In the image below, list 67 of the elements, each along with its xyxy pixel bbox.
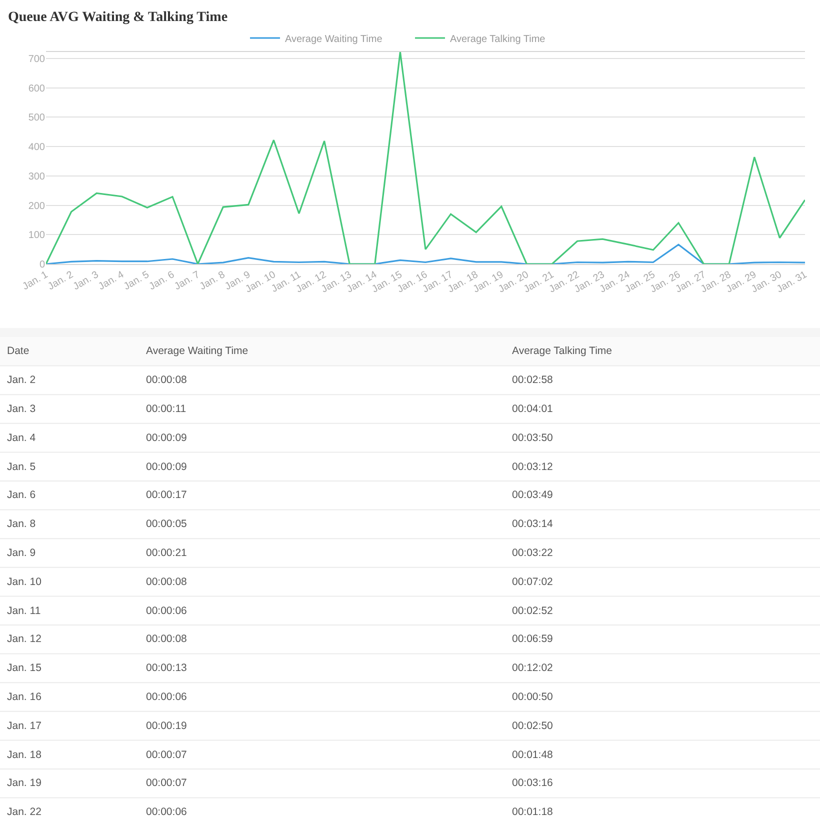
text: Jan. 9 <box>7 547 36 559</box>
text: Average Waiting Time <box>146 345 248 357</box>
text: 00:03:50 <box>512 432 554 444</box>
text: 00:02:50 <box>512 720 554 732</box>
text: Jan. 10 <box>7 576 42 588</box>
text: 00:00:11 <box>146 403 186 415</box>
line-series <box>46 52 805 264</box>
y-tick-label: 100 <box>28 230 46 242</box>
text: Average Talking Time <box>512 345 612 357</box>
text: 00:02:52 <box>512 605 554 617</box>
text: 00:03:14 <box>512 518 554 530</box>
text: 00:01:18 <box>512 806 554 818</box>
line-series <box>46 244 805 264</box>
text: 00:00:05 <box>146 518 188 530</box>
text: 00:00:50 <box>512 691 554 703</box>
legend-label: Average Waiting Time <box>285 34 383 45</box>
text: 00:03:22 <box>512 547 554 559</box>
text: 00:00:19 <box>146 720 188 732</box>
text: Jan. 22 <box>7 806 42 818</box>
text: 00:02:58 <box>512 374 554 386</box>
text: Jan. 18 <box>7 749 42 761</box>
chart-title: Queue AVG Waiting & Talking Time <box>8 10 228 25</box>
text: 00:07:02 <box>512 576 554 588</box>
text: 00:12:02 <box>512 662 554 674</box>
text: 00:00:06 <box>146 605 188 617</box>
text: Jan. 4 <box>7 432 36 444</box>
text: 00:04:01 <box>512 403 554 415</box>
text: 00:03:16 <box>512 777 554 789</box>
legend-label: Average Talking Time <box>450 34 546 45</box>
y-tick-label: 200 <box>28 200 46 212</box>
y-tick-label: 600 <box>28 83 46 94</box>
text: 00:06:59 <box>512 633 554 645</box>
text: Jan. 11 <box>7 605 41 617</box>
text: 00:00:08 <box>146 374 188 386</box>
text: 00:00:17 <box>146 489 188 501</box>
text: 00:00:08 <box>146 633 188 645</box>
text: Jan. 15 <box>7 662 42 674</box>
text: Jan. 12 <box>7 633 42 645</box>
y-tick-label: 500 <box>28 112 46 124</box>
text: Jan. 8 <box>7 518 36 530</box>
text: 00:00:07 <box>146 749 188 761</box>
y-tick-label: 700 <box>28 54 46 65</box>
text: 00:00:09 <box>146 461 188 473</box>
text: 00:00:06 <box>146 691 188 703</box>
text: Jan. 6 <box>7 489 36 501</box>
text: Jan. 3 <box>7 403 36 415</box>
text: Jan. 17 <box>7 720 42 732</box>
y-tick-label: 300 <box>28 171 46 182</box>
text: 00:00:21 <box>146 547 188 559</box>
text: 00:03:12 <box>512 461 554 473</box>
text: Date <box>7 345 30 357</box>
text: 00:03:49 <box>512 489 554 501</box>
text: 00:00:13 <box>146 662 188 674</box>
y-tick-label: 400 <box>28 142 46 154</box>
text: 00:00:08 <box>146 576 188 588</box>
text: Jan. 5 <box>7 461 36 473</box>
text: 00:00:06 <box>146 806 188 818</box>
x-tick-label: Jan. 6 <box>147 269 177 293</box>
x-tick-label: Jan. 8 <box>198 269 228 293</box>
y-tick-label: 0 <box>39 260 46 270</box>
text: 00:01:48 <box>512 749 554 761</box>
text: Jan. 2 <box>7 374 36 386</box>
text: 00:00:07 <box>146 777 188 789</box>
text: 00:00:09 <box>146 432 188 444</box>
text: Jan. 16 <box>7 691 42 703</box>
x-tick-label: Jan. 1 <box>20 269 50 293</box>
text: Jan. 19 <box>7 777 42 789</box>
